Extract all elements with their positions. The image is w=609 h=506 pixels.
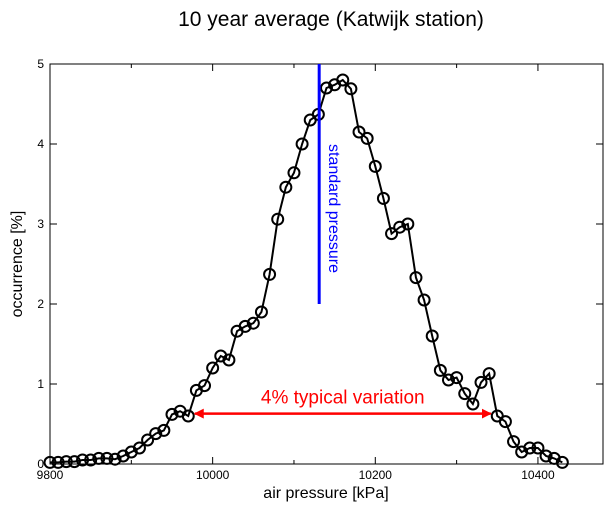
y-tick-label: 5	[37, 57, 44, 71]
series-layer	[45, 75, 568, 468]
x-tick-label: 10400	[521, 468, 555, 482]
x-axis: 9800 10000 10200 10400	[37, 64, 555, 482]
y-tick-label: 2	[37, 297, 44, 311]
x-tick-label: 10200	[359, 468, 393, 482]
standard-pressure-label: standard pressure	[325, 144, 342, 273]
variation-label: 4% typical variation	[261, 388, 425, 409]
x-tick-label: 10000	[196, 468, 230, 482]
y-tick-label: 1	[37, 377, 44, 391]
y-tick-label: 4	[37, 137, 44, 151]
chart-title: 10 year average (Katwijk station)	[178, 8, 484, 31]
y-tick-label: 3	[37, 217, 44, 231]
x-axis-label: air pressure [kPa]	[263, 485, 388, 502]
y-axis-label: occurrence [%]	[9, 211, 26, 318]
x-tick-label: 9800	[37, 468, 64, 482]
